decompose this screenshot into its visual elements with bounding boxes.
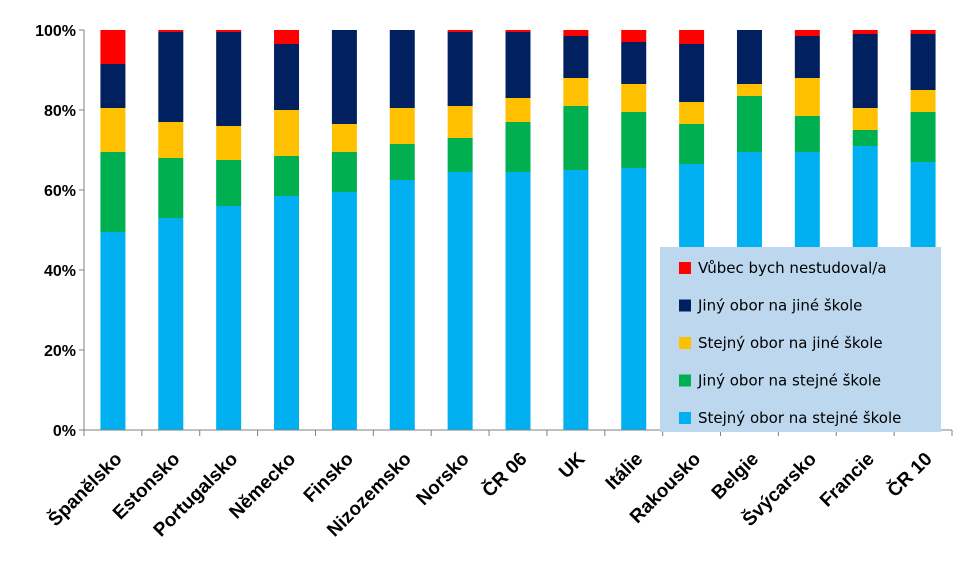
bar-segment-norsko-5	[447, 30, 473, 32]
x-tick-label-norsko: Norsko	[413, 449, 474, 510]
bar-segment-nemecko-1	[274, 196, 300, 430]
legend-label-stejny-obor-na-jine-skole: Stejný obor na jiné škole	[698, 334, 883, 352]
bar-segment-nemecko-4	[274, 44, 300, 110]
legend-swatch-stejny-obor-na-stejne-skole	[679, 412, 691, 424]
bar-segment-finsko-4	[331, 30, 357, 124]
bar-segment-uk-4	[563, 36, 589, 78]
bar-segment-cr-10-5	[910, 30, 936, 34]
legend-box	[660, 247, 941, 432]
bar-segment-svycarsko-2	[794, 116, 820, 152]
bar-segment-rakousko-3	[679, 102, 705, 124]
bar-segment-portugalsko-1	[216, 206, 242, 430]
bar-segment-uk-1	[563, 170, 589, 430]
y-tick-label: 60%	[44, 183, 76, 200]
bar-segment-cr-10-3	[910, 90, 936, 112]
bar-segment-spanelsko-3	[100, 108, 126, 152]
bar-segment-italie-4	[621, 42, 647, 84]
bar-segment-svycarsko-5	[794, 30, 820, 36]
bar-segment-portugalsko-3	[216, 126, 242, 160]
bar-segment-rakousko-2	[679, 124, 705, 164]
x-tick-label-uk: UK	[555, 448, 589, 482]
legend-swatch-vubec-bych-nestudoval-a	[679, 262, 691, 274]
y-tick-label: 100%	[35, 23, 76, 40]
bar-segment-francie-4	[852, 34, 878, 108]
bar-segment-belgie-2	[736, 96, 762, 152]
bar-segment-finsko-3	[331, 124, 357, 152]
y-tick-label: 20%	[44, 343, 76, 360]
legend-swatch-jiny-obor-na-stejne-skole	[679, 374, 691, 387]
legend-label-vubec-bych-nestudoval-a: Vůbec bych nestudoval/a	[698, 259, 887, 277]
bar-segment-nemecko-3	[274, 110, 300, 156]
bar-segment-norsko-1	[447, 172, 473, 430]
legend-swatch-stejny-obor-na-jine-skole	[679, 337, 691, 349]
bar-segment-cr-10-4	[910, 34, 936, 90]
bar-segment-estonsko-3	[158, 122, 184, 158]
bar-segment-nemecko-2	[274, 156, 300, 196]
bar-segment-nizozemsko-1	[389, 180, 415, 430]
bar-segment-belgie-3	[736, 84, 762, 96]
bar-segment-finsko-2	[331, 152, 357, 192]
bar-segment-italie-3	[621, 84, 647, 112]
x-tick-label-belgie: Belgie	[708, 449, 763, 504]
bar-segment-nizozemsko-3	[389, 108, 415, 144]
bar-segment-nizozemsko-2	[389, 144, 415, 180]
bar-segment-cr-06-3	[505, 98, 531, 122]
x-tick-label-italie: Itálie	[602, 449, 647, 494]
x-tick-label-spanelsko: Španělsko	[44, 448, 127, 531]
x-tick-label-finsko: Finsko	[300, 449, 358, 507]
legend-label-jiny-obor-na-stejne-skole: Jiný obor na stejné škole	[697, 372, 881, 390]
bar-segment-cr-06-5	[505, 30, 531, 32]
bar-segment-francie-3	[852, 108, 878, 130]
bar-segment-estonsko-1	[158, 218, 184, 430]
bar-segment-estonsko-2	[158, 158, 184, 218]
bar-segment-uk-5	[563, 30, 589, 36]
bar-segment-spanelsko-4	[100, 64, 126, 108]
bar-segment-italie-1	[621, 168, 647, 430]
y-tick-label: 40%	[44, 263, 76, 280]
bar-segment-belgie-4	[736, 30, 762, 84]
bar-segment-italie-2	[621, 112, 647, 168]
legend-label-jiny-obor-na-jine-skole: Jiný obor na jiné škole	[697, 297, 862, 315]
bar-segment-estonsko-4	[158, 32, 184, 122]
x-tick-label-cr-06: ČR 06	[478, 448, 532, 502]
legend: Vůbec bych nestudoval/a Jiný obor na jiné…	[660, 247, 941, 432]
bar-segment-norsko-2	[447, 138, 473, 172]
x-tick-label-cr-10: ČR 10	[883, 448, 937, 502]
bar-segment-cr-06-4	[505, 32, 531, 98]
x-tick-label-francie: Francie	[816, 449, 879, 512]
bar-segment-rakousko-4	[679, 44, 705, 102]
bar-segment-italie-5	[621, 30, 647, 42]
legend-swatch-jiny-obor-na-jine-skole	[679, 299, 691, 312]
bar-segment-svycarsko-4	[794, 36, 820, 78]
bar-segment-cr-06-2	[505, 122, 531, 172]
bar-segment-norsko-4	[447, 32, 473, 106]
bar-segment-portugalsko-2	[216, 160, 242, 206]
bar-segment-cr-06-1	[505, 172, 531, 430]
bar-segment-rakousko-5	[679, 30, 705, 44]
legend-label-stejny-obor-na-stejne-skole: Stejný obor na stejné škole	[698, 409, 901, 427]
bar-segment-finsko-1	[331, 192, 357, 430]
bar-segment-uk-2	[563, 106, 589, 170]
y-tick-label: 80%	[44, 103, 76, 120]
bar-segment-portugalsko-5	[216, 30, 242, 32]
bar-segment-francie-2	[852, 130, 878, 146]
y-tick-label: 0%	[53, 423, 76, 440]
bar-segment-francie-5	[852, 30, 878, 34]
bar-segment-cr-10-2	[910, 112, 936, 162]
bar-segment-nizozemsko-4	[389, 30, 415, 108]
bar-segment-spanelsko-2	[100, 152, 126, 232]
bar-segment-nemecko-5	[274, 30, 300, 44]
bar-segment-svycarsko-3	[794, 78, 820, 116]
bar-segment-uk-3	[563, 78, 589, 106]
bar-segment-norsko-3	[447, 106, 473, 138]
bar-segment-estonsko-5	[158, 30, 184, 32]
bar-segment-spanelsko-5	[100, 30, 126, 64]
bar-segment-spanelsko-1	[100, 232, 126, 430]
bar-segment-portugalsko-4	[216, 32, 242, 126]
